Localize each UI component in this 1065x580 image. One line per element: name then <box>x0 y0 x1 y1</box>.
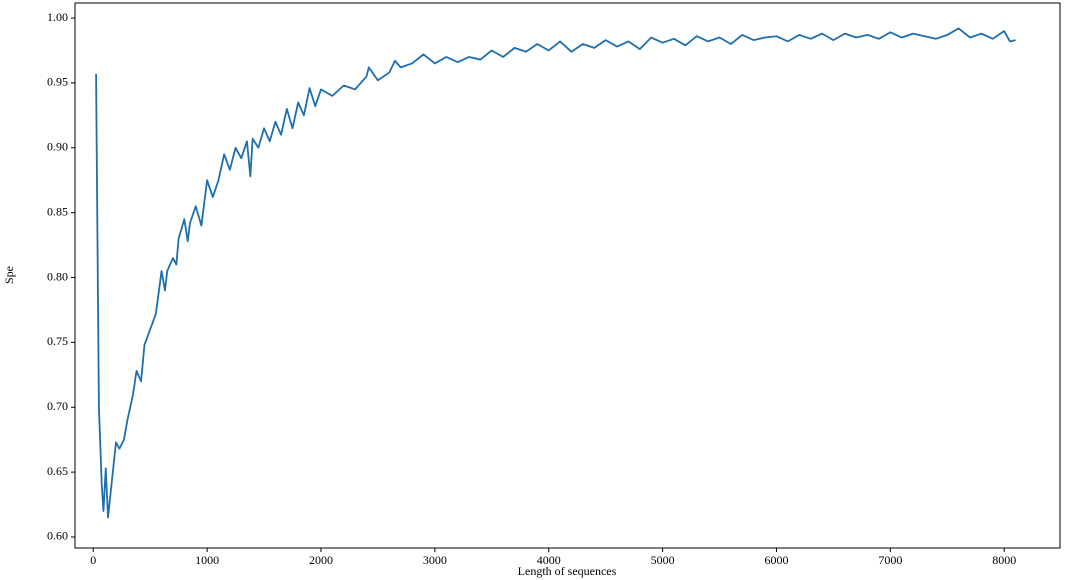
x-tick-label: 0 <box>90 553 96 567</box>
x-tick-label: 6000 <box>764 553 788 567</box>
x-tick-label: 7000 <box>878 553 902 567</box>
series-line <box>95 27 1016 519</box>
y-tick-label: 0.90 <box>47 140 68 154</box>
y-tick-label: 1.00 <box>47 10 68 24</box>
x-axis-label: Length of sequences <box>518 564 617 578</box>
x-tick-label: 2000 <box>309 553 333 567</box>
x-tick-label: 1000 <box>195 553 219 567</box>
y-axis-label: Spe <box>2 266 16 284</box>
plot-frame <box>74 2 1061 549</box>
x-tick-label: 5000 <box>651 553 675 567</box>
x-tick-label: 3000 <box>423 553 447 567</box>
x-tick-label: 4000 <box>537 553 561 567</box>
y-tick-label: 0.60 <box>47 529 68 543</box>
y-tick-label: 0.75 <box>47 334 68 348</box>
y-tick-label: 0.85 <box>47 204 68 218</box>
y-tick-label: 0.70 <box>47 399 68 413</box>
y-tick-label: 0.65 <box>47 464 68 478</box>
y-tick-label: 0.95 <box>47 75 68 89</box>
y-tick-label: 0.80 <box>47 269 68 283</box>
x-tick-label: 8000 <box>992 553 1016 567</box>
